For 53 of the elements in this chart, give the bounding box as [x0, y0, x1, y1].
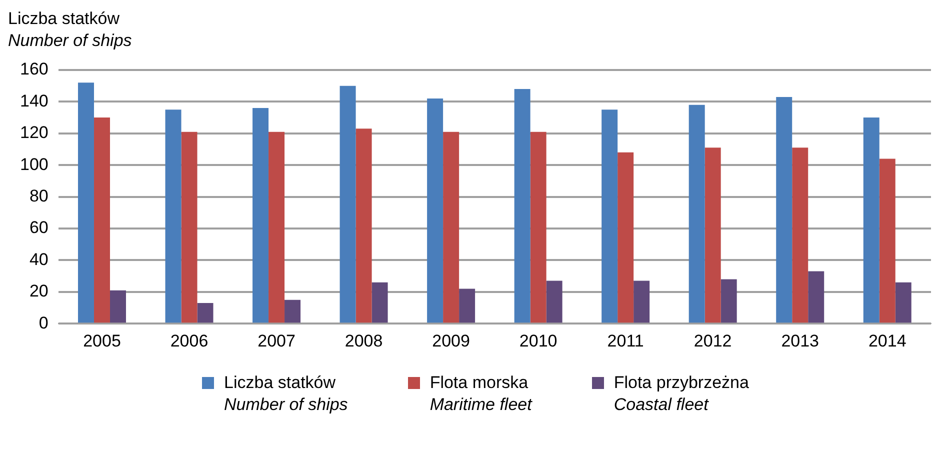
bar — [94, 118, 110, 323]
x-tick-label: 2008 — [344, 331, 383, 350]
bar — [284, 300, 301, 323]
bar — [459, 288, 476, 323]
bar — [808, 271, 824, 323]
bar — [879, 158, 896, 323]
bar — [427, 98, 444, 323]
y-tick-label: 60 — [29, 218, 48, 238]
bar — [340, 86, 356, 323]
bar — [895, 282, 912, 323]
bar — [546, 280, 562, 323]
x-tick-label: 2013 — [781, 331, 820, 350]
x-tick-label: 2012 — [694, 331, 732, 350]
bar — [530, 132, 546, 323]
bar — [514, 89, 530, 323]
y-tick-label: 120 — [20, 123, 48, 142]
x-tick-label: 2007 — [258, 331, 296, 350]
bar — [197, 302, 214, 323]
bar — [602, 110, 618, 323]
y-tick-label: 140 — [20, 91, 48, 110]
bar — [443, 132, 460, 323]
y-tick-label: 80 — [29, 186, 48, 206]
bar — [618, 152, 634, 323]
x-tick-label: 2014 — [868, 331, 906, 350]
y-tick-label: 160 — [20, 60, 48, 79]
y-tick-label: 20 — [29, 282, 48, 301]
bar — [372, 282, 388, 323]
x-tick-label: 2009 — [432, 331, 470, 350]
x-tick-label: 2006 — [170, 331, 208, 350]
y-tick-label: 0 — [38, 313, 48, 332]
bar — [776, 96, 792, 323]
bar — [268, 132, 285, 323]
bar — [110, 290, 126, 323]
bar — [863, 118, 880, 323]
legend-label: Flota przybrzeżna Coastal fleet — [614, 372, 749, 416]
legend-label: Liczba statków Number of ships — [224, 372, 348, 416]
y-tick-label: 100 — [20, 154, 48, 174]
bar — [634, 280, 650, 323]
y-axis-title: Liczba statków Number of ships — [8, 8, 132, 52]
bar — [792, 148, 808, 323]
bar — [356, 128, 372, 323]
y-tick-label: 40 — [29, 250, 48, 269]
bar — [688, 104, 705, 323]
bar — [181, 132, 198, 323]
bar — [78, 82, 94, 323]
x-tick-label: 2011 — [607, 331, 644, 350]
x-tick-label: 2010 — [519, 331, 558, 350]
bar — [704, 148, 721, 323]
bar — [252, 108, 269, 323]
legend-label: Flota morska Maritime fleet — [430, 372, 532, 416]
bar — [720, 279, 737, 323]
bar — [165, 110, 182, 323]
x-tick-label: 2005 — [83, 331, 121, 350]
